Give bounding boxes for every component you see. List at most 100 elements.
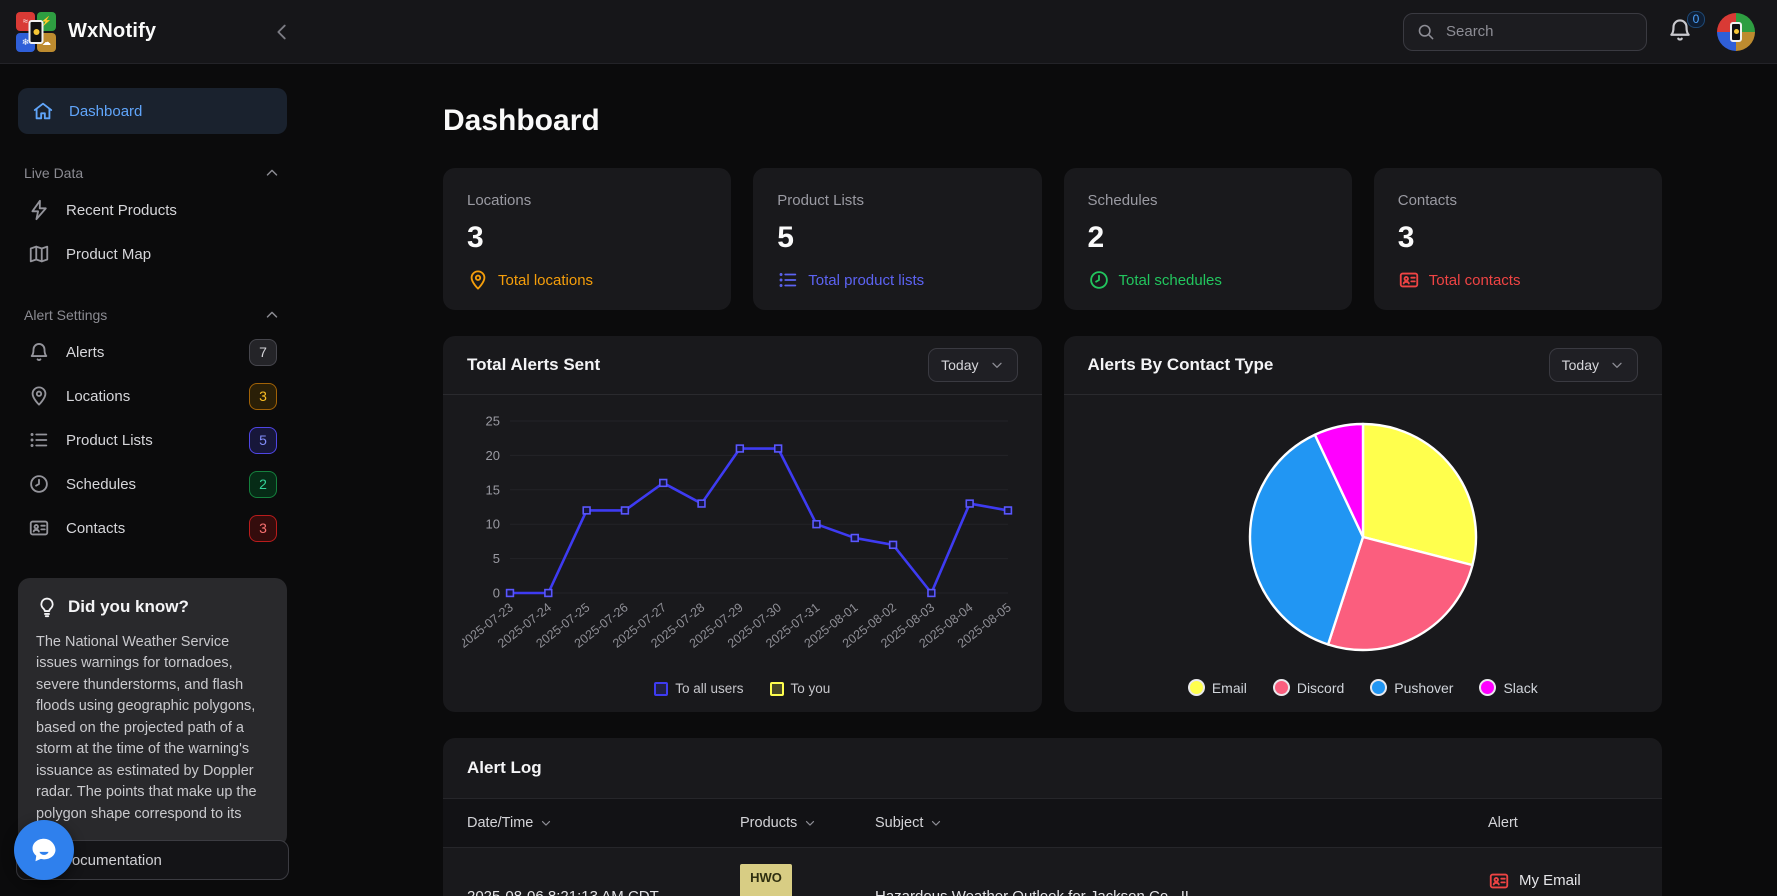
- did-you-know-text: The National Weather Service issues warn…: [36, 634, 257, 822]
- stat-card-product-lists: Product Lists 5 Total product lists: [753, 168, 1042, 310]
- stat-card-value: 5: [777, 221, 794, 254]
- alert-log-header-row: Date/Time Products Subject Alert: [443, 798, 1662, 848]
- sidebar-item-schedules[interactable]: Schedules 2: [18, 462, 287, 506]
- sidebar-item-alerts[interactable]: Alerts 7: [18, 330, 287, 374]
- pie-chart-svg: [1248, 422, 1477, 652]
- legend-label: To you: [790, 681, 831, 696]
- stat-card-footer: Total contacts: [1428, 271, 1521, 289]
- section-header-alert-settings[interactable]: Alert Settings: [24, 306, 281, 324]
- alert-target-label: My Email: [1519, 872, 1581, 889]
- chevron-left-icon: [271, 21, 293, 43]
- total-alerts-sent-card: Total Alerts Sent Today 0 5 10 15 20 25 2025-0…: [443, 336, 1042, 712]
- section-label: Alert Settings: [24, 307, 108, 323]
- svg-text:5: 5: [493, 551, 500, 566]
- alert-log-card: Alert Log Date/Time Products Subject Alert …: [443, 738, 1662, 896]
- legend-swatch: [1479, 679, 1497, 696]
- legend-label: Email: [1211, 679, 1247, 696]
- legend-item-email[interactable]: Email: [1187, 679, 1247, 696]
- app-title: WxNotify: [68, 20, 157, 42]
- bell-icon: [1667, 17, 1693, 43]
- count-badge: 5: [249, 426, 277, 454]
- column-header-alert: Alert: [1488, 815, 1638, 831]
- svg-text:20: 20: [486, 448, 500, 463]
- sidebar-item-contacts[interactable]: Contacts 3: [18, 506, 287, 550]
- alert-log-title: Alert Log: [467, 758, 542, 777]
- chevron-down-sm-icon: [929, 816, 943, 830]
- logo-phone-icon: [28, 19, 44, 44]
- column-label: Date/Time: [467, 815, 534, 831]
- clock-icon: [1088, 269, 1110, 291]
- stat-card-label: Schedules: [1087, 192, 1158, 209]
- bell-icon: [28, 341, 50, 363]
- column-header-products[interactable]: Products: [740, 815, 875, 831]
- svg-text:10: 10: [486, 517, 500, 532]
- contact-icon: [28, 517, 50, 539]
- chevron-up-icon: [263, 306, 281, 324]
- chart-title: Alerts By Contact Type: [1087, 355, 1274, 374]
- stat-card-footer: Total schedules: [1118, 271, 1222, 289]
- product-code-badge: HWO: [740, 864, 792, 896]
- column-header-date-time[interactable]: Date/Time: [467, 815, 740, 831]
- column-header-subject[interactable]: Subject: [875, 815, 1488, 831]
- sidebar-item-product-map[interactable]: Product Map: [18, 232, 287, 276]
- chat-widget-button[interactable]: [14, 820, 74, 880]
- count-badge: 7: [249, 338, 277, 366]
- lightbulb-icon: [36, 596, 58, 618]
- map-icon: [28, 243, 50, 265]
- did-you-know-card: Did you know? The National Weather Servi…: [18, 578, 287, 848]
- collapse-sidebar-button[interactable]: [266, 16, 298, 48]
- column-label: Subject: [875, 815, 924, 831]
- range-select-value: Today: [1561, 357, 1599, 373]
- line-chart: 0 5 10 15 20 25 2025-07-23 2025-07-24 2025-07-25…: [443, 395, 1042, 679]
- stat-card-value: 2: [1087, 221, 1105, 254]
- notifications-button[interactable]: 0: [1667, 10, 1705, 47]
- alert-log-row[interactable]: 2025-08-06 8:21:13 AM CDT HWO Hazardous We…: [443, 848, 1662, 896]
- search-box[interactable]: [1403, 12, 1647, 51]
- stat-card-label: Contacts: [1397, 192, 1457, 209]
- legend-item-to-you[interactable]: To you: [769, 681, 831, 696]
- cell-alerts: My EmailDad: [1488, 870, 1638, 896]
- sidebar-item-locations[interactable]: Locations 3: [18, 374, 287, 418]
- line-chart-svg: 05101520252025-07-232025-07-242025-07-25…: [462, 414, 1014, 651]
- topbar-actions: 0: [1403, 10, 1755, 51]
- pin-icon: [28, 385, 50, 407]
- legend-item-slack[interactable]: Slack: [1479, 679, 1538, 696]
- range-select-value: Today: [941, 357, 979, 373]
- legend-swatch: [1272, 679, 1290, 696]
- sidebar-item-label: Alerts: [66, 343, 105, 361]
- notification-count-badge: 0: [1687, 10, 1705, 28]
- sidebar-item-dashboard[interactable]: Dashboard: [18, 88, 287, 134]
- stat-card-label: Product Lists: [777, 192, 864, 209]
- search-input[interactable]: [1444, 22, 1634, 41]
- svg-text:15: 15: [486, 482, 500, 497]
- sidebar-item-label: Dashboard: [69, 102, 143, 120]
- stats-grid: Locations 3 Total locations Product Lists 5 T…: [443, 168, 1662, 310]
- section-label: Live Data: [24, 165, 84, 181]
- range-select-contact-type[interactable]: Today: [1548, 348, 1638, 382]
- chevron-down-sm-icon: [539, 816, 553, 830]
- chat-bubble-icon: [28, 834, 60, 866]
- sidebar-item-product-lists[interactable]: Product Lists 5: [18, 418, 287, 462]
- legend-swatch: [1187, 679, 1205, 696]
- sidebar: Dashboard Live Data Recent Products Produc…: [0, 64, 305, 896]
- app-logo-icon: ≈ ⚡ ❄ ☁: [16, 11, 56, 52]
- legend-swatch: [769, 681, 784, 696]
- range-select-alerts[interactable]: Today: [928, 348, 1018, 382]
- stat-card-value: 3: [467, 221, 484, 254]
- stat-card-label: Locations: [467, 192, 532, 209]
- svg-text:0: 0: [493, 586, 500, 601]
- legend-item-to-all-users[interactable]: To all users: [654, 681, 744, 696]
- section-header-live-data[interactable]: Live Data: [24, 164, 281, 182]
- clock-icon: [28, 473, 50, 495]
- legend-swatch: [654, 681, 669, 696]
- legend-item-discord[interactable]: Discord: [1272, 679, 1344, 696]
- cell-datetime: 2025-08-06 8:21:13 AM CDT: [467, 887, 659, 896]
- sidebar-item-label: Locations: [66, 387, 131, 405]
- legend-label: Slack: [1503, 679, 1538, 696]
- legend-item-pushover[interactable]: Pushover: [1370, 679, 1453, 696]
- sidebar-item-recent-products[interactable]: Recent Products: [18, 188, 287, 232]
- stat-card-contacts: Contacts 3 Total contacts: [1373, 168, 1662, 310]
- user-avatar[interactable]: [1717, 12, 1755, 51]
- column-label: Alert: [1488, 815, 1518, 831]
- stat-card-footer: Total product lists: [808, 271, 925, 289]
